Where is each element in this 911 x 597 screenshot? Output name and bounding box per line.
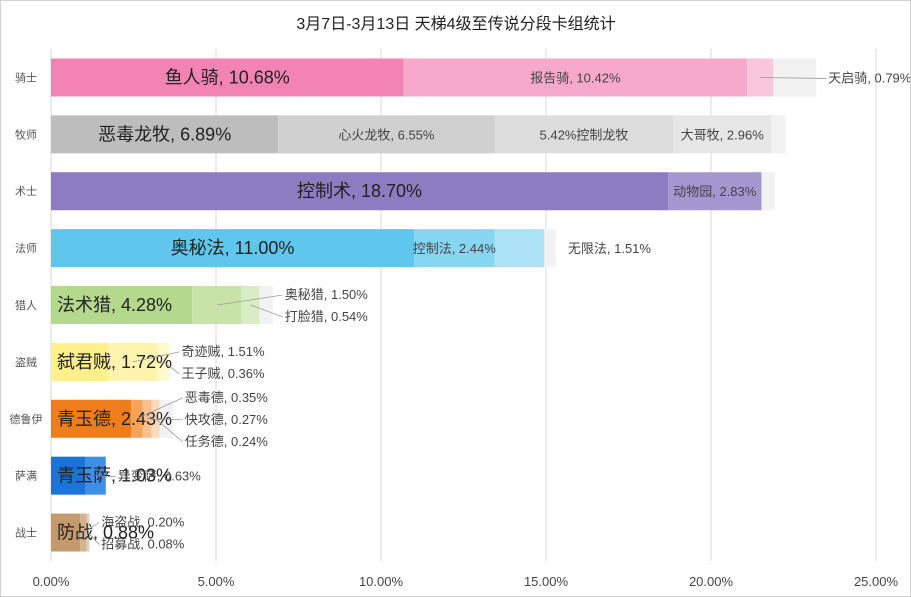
major-data-label: 恶毒龙牧, 6.89% bbox=[98, 124, 231, 144]
category-label: 猎人 bbox=[15, 298, 37, 312]
bar-segment bbox=[84, 456, 106, 495]
x-tick-label: 0.00% bbox=[33, 574, 70, 589]
bar-segment bbox=[51, 399, 132, 438]
category-label: 牧师 bbox=[15, 127, 37, 141]
chart-title: 3月7日-3月13日 天梯4级至传说分段卡组统计 bbox=[296, 15, 615, 33]
minor-data-label: 大哥牧, 2.96% bbox=[681, 127, 765, 142]
major-data-label: 弑君贼, 1.72% bbox=[57, 352, 172, 372]
minor-data-label: 王子贼, 0.36% bbox=[181, 366, 265, 381]
x-tick-label: 20.00% bbox=[689, 574, 734, 589]
minor-data-label: 异变萨, 0.63% bbox=[118, 469, 202, 484]
leader-line bbox=[147, 418, 183, 421]
bar-segment bbox=[51, 229, 414, 268]
x-tick-label: 25.00% bbox=[854, 574, 899, 589]
major-data-label: 控制术, 18.70% bbox=[297, 181, 422, 201]
bar-segment bbox=[494, 229, 545, 268]
bars bbox=[51, 58, 817, 552]
minor-data-label: 奇迹贼, 1.51% bbox=[181, 344, 265, 359]
major-data-label: 法术猎, 4.28% bbox=[57, 295, 172, 315]
minor-data-label: 恶毒德, 0.35% bbox=[185, 390, 269, 405]
bar-segment-other bbox=[544, 229, 556, 268]
bar-segment bbox=[51, 286, 193, 324]
minor-data-label: 控制法, 2.44% bbox=[413, 241, 497, 256]
bar-segment-other bbox=[771, 115, 786, 154]
bar-segment-other bbox=[159, 399, 173, 438]
category-label: 骑士 bbox=[15, 71, 37, 84]
minor-data-label: 天启骑, 0.79% bbox=[828, 70, 910, 85]
x-tick-label: 15.00% bbox=[524, 574, 569, 589]
major-data-label: 青玉萨, 1.03% bbox=[57, 466, 172, 486]
leader-line bbox=[155, 418, 184, 443]
bar-segment bbox=[403, 58, 748, 97]
data-labels: 鱼人骑, 10.68% 报告骑, 10.42% 天启骑, 0.79% 恶毒龙牧, 6.… bbox=[57, 67, 910, 551]
leader-line bbox=[87, 532, 100, 545]
category-label: 术士 bbox=[15, 185, 37, 198]
major-data-label: 奥秘法, 11.00% bbox=[171, 238, 295, 258]
leader-line bbox=[163, 361, 180, 375]
minor-data-label: 无限法, 1.51% bbox=[568, 241, 652, 256]
bar-segment bbox=[51, 115, 279, 154]
category-label: 战士 bbox=[15, 527, 37, 540]
bar-segment-other bbox=[761, 172, 775, 211]
category-label: 萨满 bbox=[15, 470, 37, 483]
minor-data-label: 快攻德, 0.27% bbox=[185, 412, 269, 427]
bar-segment bbox=[278, 115, 495, 154]
leader-line bbox=[132, 351, 180, 363]
minor-data-label: 打脸猎, 0.54% bbox=[285, 309, 369, 324]
minor-data-label: 5.42%控制龙牧 bbox=[540, 127, 629, 142]
bar-segment bbox=[494, 115, 674, 154]
major-data-label: 鱼人骑, 10.68% bbox=[165, 67, 290, 87]
minor-data-label: 心火龙牧, 6.55% bbox=[338, 127, 435, 142]
bar-segment bbox=[668, 172, 762, 211]
leader-line bbox=[136, 397, 183, 420]
bar-segment bbox=[673, 115, 772, 154]
minor-data-label: 海盗战, 0.20% bbox=[101, 515, 185, 530]
x-axis-ticks: 0.00% 5.00% 10.00% 15.00% 20.00% 25.00% bbox=[33, 574, 899, 589]
category-label: 盗贼 bbox=[15, 355, 37, 369]
bar-segment-other bbox=[259, 286, 273, 324]
leader-line bbox=[250, 304, 283, 318]
leader-line bbox=[95, 475, 116, 478]
major-data-label: 青玉德, 2.43% bbox=[57, 409, 172, 429]
category-label: 德鲁伊 bbox=[10, 412, 43, 426]
minor-data-label: 报告骑, 10.42% bbox=[530, 70, 621, 85]
x-tick-label: 5.00% bbox=[198, 574, 235, 589]
minor-data-label: 动物园, 2.83% bbox=[673, 184, 757, 199]
bar-segment bbox=[414, 229, 495, 268]
bar-segment bbox=[51, 58, 404, 97]
leader-line bbox=[216, 294, 283, 306]
bar-segment bbox=[51, 456, 85, 495]
minor-data-label: 任务德, 0.24% bbox=[185, 434, 269, 449]
category-label: 法师 bbox=[15, 241, 37, 255]
bar-segment bbox=[51, 172, 669, 211]
leader-line bbox=[760, 77, 827, 79]
minor-data-label: 招募战, 0.08% bbox=[101, 537, 185, 552]
leader-line bbox=[83, 522, 100, 533]
bar-segment bbox=[51, 513, 81, 552]
x-tick-label: 10.00% bbox=[359, 574, 404, 589]
major-data-label: 防战, 0.88% bbox=[57, 523, 154, 543]
minor-data-label: 奥秘猎, 1.50% bbox=[285, 287, 369, 302]
bar-segment bbox=[51, 342, 108, 381]
